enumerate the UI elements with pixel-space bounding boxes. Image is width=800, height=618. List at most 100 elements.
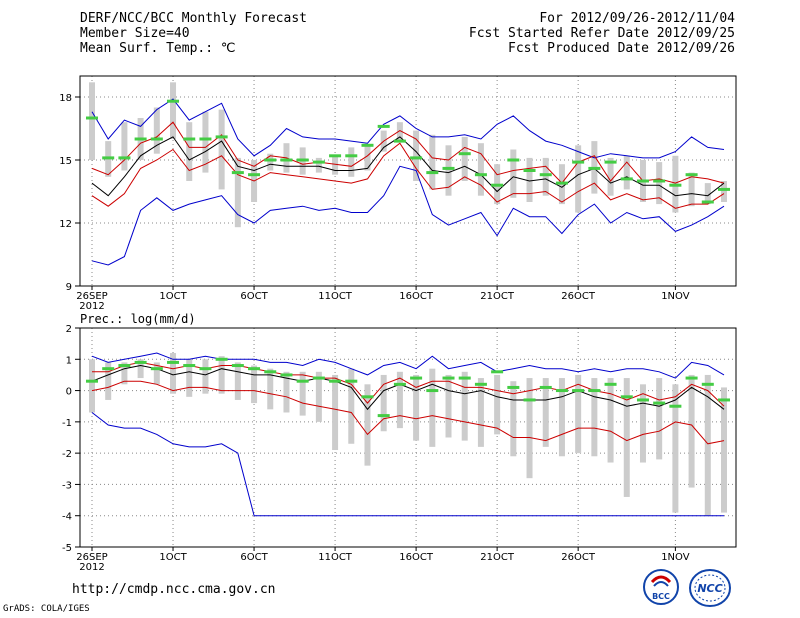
spread-box <box>380 374 387 432</box>
spread-box <box>429 134 436 190</box>
spread-box <box>688 172 695 207</box>
series-min-line <box>91 412 724 517</box>
spread-box <box>704 374 711 516</box>
spread-box <box>704 183 711 205</box>
spread-box <box>234 362 241 400</box>
series-max-line <box>91 98 725 159</box>
x-tick-label: 11OCT <box>318 552 353 563</box>
ensemble-mark <box>134 360 147 364</box>
ensemble-mark <box>458 152 471 156</box>
ensemble-mark <box>199 137 212 141</box>
ensemble-mark <box>685 173 698 177</box>
ensemble-mark <box>329 379 342 383</box>
ensemble-mark <box>248 173 261 177</box>
series-min-line <box>91 165 725 266</box>
ensemble-mark <box>604 160 617 164</box>
ensemble-mark <box>701 382 714 386</box>
ensemble-mark <box>231 171 244 175</box>
spread-box <box>688 374 695 488</box>
spread-box <box>623 378 630 497</box>
x-tick-label: 1OCT <box>159 552 187 563</box>
temperature-panel: 9 12 15 18 26SEP 1OCT 6OCT 11OCT 16OCT 21OCT 26OCT… <box>59 75 737 312</box>
spread-box <box>283 371 290 413</box>
spread-box <box>591 378 598 457</box>
source-url[interactable]: http://cmdp.ncc.cma.gov.cn <box>72 582 276 597</box>
spread-box <box>429 368 436 447</box>
spread-box <box>623 155 630 190</box>
ensemble-mark <box>588 166 601 170</box>
spread-box <box>542 378 549 447</box>
ensemble-mark <box>296 158 309 162</box>
fcst-started-date: Fcst Started Refer Date 2012/09/25 <box>468 26 735 41</box>
x-tick-label: 26SEP <box>76 552 107 563</box>
ensemble-mark <box>523 169 536 172</box>
ensemble-mark <box>345 154 358 158</box>
spread-box <box>494 374 501 435</box>
y-tick-label: 12 <box>59 219 72 230</box>
ensemble-mark <box>604 382 617 386</box>
ensemble-mark <box>507 158 520 162</box>
ensemble-mark <box>183 137 196 141</box>
spread-box <box>121 362 128 385</box>
ensemble-mark <box>442 166 455 170</box>
bcc-logo: BCC <box>643 569 679 605</box>
spread-box <box>348 368 355 444</box>
ensemble-mark <box>507 385 520 389</box>
ensemble-mark <box>426 171 439 175</box>
spread-box <box>413 130 420 181</box>
y-tick-label: 1 <box>66 355 72 366</box>
ensemble-mark <box>539 385 552 389</box>
ensemble-mark <box>312 160 325 164</box>
spread-box <box>526 378 533 479</box>
spread-box <box>639 384 646 463</box>
ensemble-mark <box>555 389 568 393</box>
x-tick-label: 21OCT <box>480 291 515 302</box>
spread-box <box>218 356 225 394</box>
spread-box <box>510 149 517 198</box>
ensemble-mark <box>264 370 277 374</box>
ensemble-mark <box>134 137 147 141</box>
ensemble-mark <box>86 379 98 383</box>
precip-title: Prec.: log(mm/d) <box>80 312 196 326</box>
series-mean-line <box>91 364 725 411</box>
y-tick-label: 0 <box>66 387 72 398</box>
ensemble-mark <box>572 160 585 164</box>
ensemble-mark <box>86 116 98 120</box>
x-tick-label: 1NOV <box>661 291 690 302</box>
ensemble-mark <box>102 367 115 371</box>
x-tick-label: 16OCT <box>399 552 434 563</box>
ensemble-mark <box>280 373 293 377</box>
spread-box <box>170 353 177 394</box>
ensemble-mark <box>653 401 666 405</box>
ensemble-mark <box>231 364 244 368</box>
ensemble-mark <box>474 173 487 177</box>
spread-box <box>153 362 160 385</box>
spread-box <box>656 378 663 460</box>
spread-box <box>396 122 403 142</box>
ensemble-mark <box>491 370 504 374</box>
y-tick-label: 18 <box>59 93 72 104</box>
spread-box <box>251 365 258 404</box>
ensemble-mark <box>118 156 131 160</box>
ensemble-mark <box>183 364 196 368</box>
spread-box <box>364 145 371 171</box>
spread-box <box>607 157 614 196</box>
spread-box <box>721 181 727 202</box>
ensemble-mark <box>718 398 730 402</box>
x-tick-label: 11OCT <box>318 291 353 302</box>
spread-box <box>477 378 484 447</box>
y-tick-label: 2 <box>66 324 72 335</box>
ensemble-mark <box>215 357 228 361</box>
ensemble-mark <box>150 367 163 371</box>
spread-box <box>542 157 549 196</box>
series-upper-line <box>92 361 725 407</box>
spread-box <box>186 359 193 397</box>
ensemble-mark <box>377 124 390 128</box>
spread-box <box>575 145 582 213</box>
ensemble-mark <box>264 158 277 162</box>
ensemble-mark <box>426 389 439 393</box>
ensemble-mark <box>312 376 325 380</box>
ensemble-mark <box>150 137 163 141</box>
x-tick-label: 1NOV <box>661 552 690 563</box>
spread-box <box>315 371 322 422</box>
